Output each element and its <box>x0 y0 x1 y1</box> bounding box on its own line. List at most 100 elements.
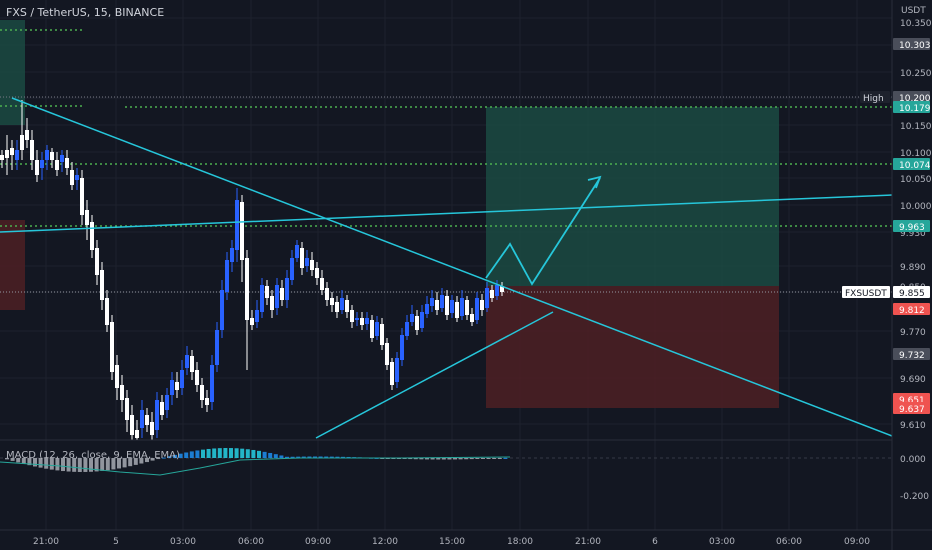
macd-bar <box>139 458 144 464</box>
macd-bar <box>10 458 15 461</box>
price-marker-tag: High <box>863 94 884 104</box>
candle-body <box>75 175 79 180</box>
candle-body <box>495 285 499 296</box>
macd-bar <box>419 458 424 460</box>
candle-body <box>490 290 494 298</box>
macd-bar <box>161 457 166 459</box>
ascending-trendline <box>315 311 554 439</box>
price-marker-label: 10.074 <box>899 161 931 171</box>
price-tick-label: 10.100 <box>900 149 932 159</box>
candle-body <box>365 318 369 324</box>
macd-bar <box>44 458 49 469</box>
time-tick-label: 18:00 <box>507 537 533 547</box>
candle-body <box>295 245 299 258</box>
candle-body <box>500 286 504 292</box>
macd-bar <box>145 458 149 463</box>
candle-body <box>225 260 229 292</box>
price-tick-label: 10.000 <box>900 202 932 212</box>
macd-bar <box>257 450 261 458</box>
price-tick-label: 10.350 <box>900 19 932 29</box>
price-marker-box <box>893 220 930 232</box>
time-tick-label: 06:00 <box>776 537 802 547</box>
candle-body <box>210 365 214 402</box>
time-tick-label: 12:00 <box>372 537 398 547</box>
price-marker-box <box>893 91 930 103</box>
candle-body <box>340 298 344 310</box>
price-tick-label: 9.890 <box>900 263 926 273</box>
macd-bar <box>72 458 77 472</box>
macd-bar <box>318 456 323 458</box>
macd-bar <box>425 458 429 460</box>
candle-body <box>165 395 169 410</box>
macd-bar <box>27 458 32 466</box>
macd-bar <box>436 458 441 460</box>
macd-bar <box>408 458 413 460</box>
price-marker-box <box>893 38 930 50</box>
macd-bar <box>296 456 301 458</box>
macd-bar <box>150 458 155 461</box>
macd-bar <box>178 453 183 458</box>
macd-bar <box>262 451 267 458</box>
macd-bar <box>195 450 200 458</box>
price-tick-label: 9.690 <box>900 375 926 385</box>
candle-body <box>310 260 314 270</box>
candle-body <box>85 210 89 225</box>
macd-bar <box>89 458 93 472</box>
candle-body <box>250 318 254 325</box>
price-marker-label: 9.855 <box>899 289 925 299</box>
candle-body <box>320 278 324 290</box>
macd-bar <box>245 449 250 458</box>
price-tick-label: 10.250 <box>900 69 932 79</box>
horizontal-trendline <box>0 194 893 233</box>
price-marker-label: 9.637 <box>899 405 925 415</box>
candle-body <box>15 150 19 160</box>
currency-label: USDT <box>901 6 926 16</box>
candle-body <box>460 298 464 316</box>
macd-bar <box>464 458 469 460</box>
candle-body <box>325 288 329 300</box>
candle-body <box>470 314 474 322</box>
loss-zone <box>486 286 779 408</box>
candle-body <box>60 155 64 162</box>
macd-tick-label: -0.200 <box>900 492 929 502</box>
candle-body <box>110 322 114 372</box>
candle-body <box>270 296 274 310</box>
candle-body <box>215 330 219 365</box>
macd-bar <box>94 458 99 472</box>
macd-bar <box>251 449 256 458</box>
macd-bar <box>111 458 116 470</box>
macd-bar <box>156 458 161 460</box>
macd-bar <box>105 458 110 471</box>
candle-body <box>260 285 264 312</box>
candle-body <box>100 270 104 300</box>
macd-bar <box>217 448 222 458</box>
macd-bar <box>458 458 463 460</box>
candle-body <box>350 310 354 322</box>
candle-body <box>135 430 139 438</box>
candle-body <box>200 385 204 400</box>
candle-body <box>485 288 489 308</box>
candle-body <box>25 130 29 140</box>
macd-bar <box>497 458 502 459</box>
candle-body <box>355 318 359 320</box>
candle-body <box>115 365 119 388</box>
macd-bar <box>430 458 435 460</box>
price-marker-tag-box <box>860 91 890 103</box>
macd-bar <box>279 455 284 458</box>
price-marker-box <box>893 402 930 414</box>
time-tick-label: 06:00 <box>238 537 264 547</box>
price-tick-label: 9.930 <box>900 229 926 239</box>
candle-body <box>35 160 39 175</box>
macd-bar <box>273 454 278 458</box>
candle-body <box>140 410 144 428</box>
macd-bar <box>413 458 418 460</box>
candle-body <box>120 385 124 400</box>
macd-bar <box>117 458 121 469</box>
macd-bar <box>133 458 138 465</box>
candle-body <box>155 400 159 430</box>
candle-body <box>170 380 174 395</box>
loss-zone-left <box>0 220 25 310</box>
price-marker-box <box>893 303 930 315</box>
